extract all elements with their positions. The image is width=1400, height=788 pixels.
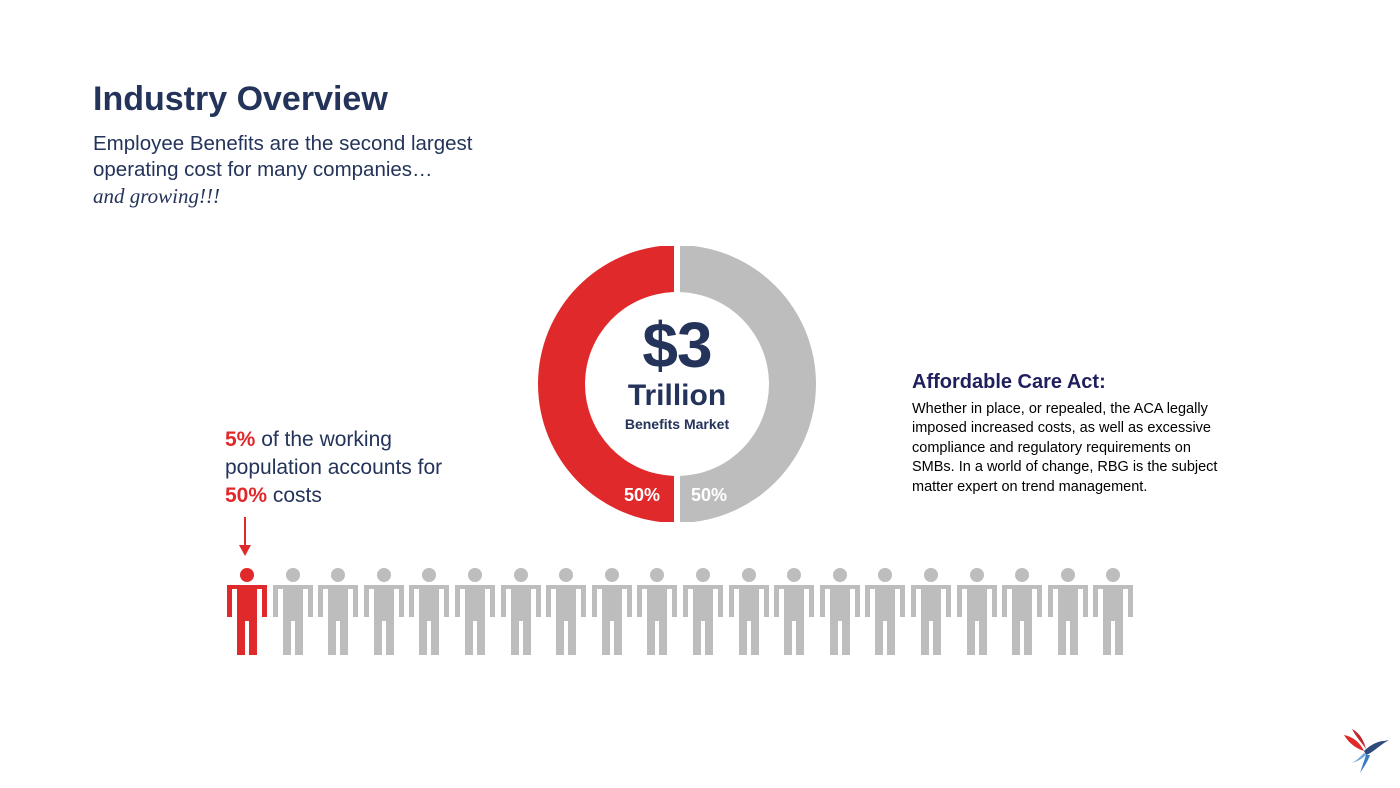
donut-segment-label-red: 50% <box>624 485 661 505</box>
subtitle: Employee Benefits are the second largest… <box>93 131 533 209</box>
person-icon <box>500 568 541 655</box>
person-icon <box>546 568 587 655</box>
subtitle-emphasis: and growing!!! <box>93 184 220 208</box>
donut-segment-label-gray: 50% <box>691 485 728 505</box>
person-icon <box>1002 568 1043 655</box>
down-arrow-icon <box>239 517 251 556</box>
person-icon <box>728 568 769 655</box>
person-icon <box>865 568 906 655</box>
donut-segment-gray <box>680 246 817 522</box>
stat-text-2: costs <box>267 484 322 507</box>
page-title: Industry Overview <box>93 80 388 118</box>
donut-svg <box>537 246 817 522</box>
person-icon <box>774 568 815 655</box>
aca-body: Whether in place, or repealed, the ACA l… <box>912 401 1218 495</box>
market-unit: Trillion <box>627 379 727 412</box>
population-stat: 5% of the working population accounts fo… <box>225 426 485 510</box>
person-icon <box>637 568 678 655</box>
stat-pct-costs: 50% <box>225 484 268 507</box>
person-icon <box>318 568 359 655</box>
person-icon <box>363 568 404 655</box>
person-icon <box>956 568 997 655</box>
person-icon <box>683 568 723 655</box>
aca-title: Affordable Care Act: <box>912 371 1106 393</box>
subtitle-line-1: Employee Benefits are the second largest <box>93 132 473 155</box>
person-icon <box>591 568 632 655</box>
person-icon <box>1047 568 1088 655</box>
person-icon-highlighted <box>227 568 267 655</box>
hummingbird-logo-icon <box>1344 729 1389 773</box>
benefits-donut-chart: $3 Trillion Benefits Market 50% 50% <box>534 246 820 522</box>
donut-segment-red <box>537 246 674 522</box>
person-icon <box>819 568 860 655</box>
market-label: Benefits Market <box>624 416 730 432</box>
person-icon <box>409 568 450 655</box>
person-icon <box>455 568 495 655</box>
stat-text-1: of the working population accounts for <box>225 428 443 479</box>
market-amount: $3 <box>642 309 712 381</box>
aca-callout: Affordable Care Act: Whether in place, o… <box>912 370 1222 497</box>
stat-pct-population: 5% <box>225 428 256 451</box>
person-icon <box>272 568 313 655</box>
people-row <box>227 568 1137 658</box>
subtitle-line-2: operating cost for many companies… <box>93 158 433 181</box>
person-icon <box>911 568 951 655</box>
person-icon <box>1093 568 1134 655</box>
